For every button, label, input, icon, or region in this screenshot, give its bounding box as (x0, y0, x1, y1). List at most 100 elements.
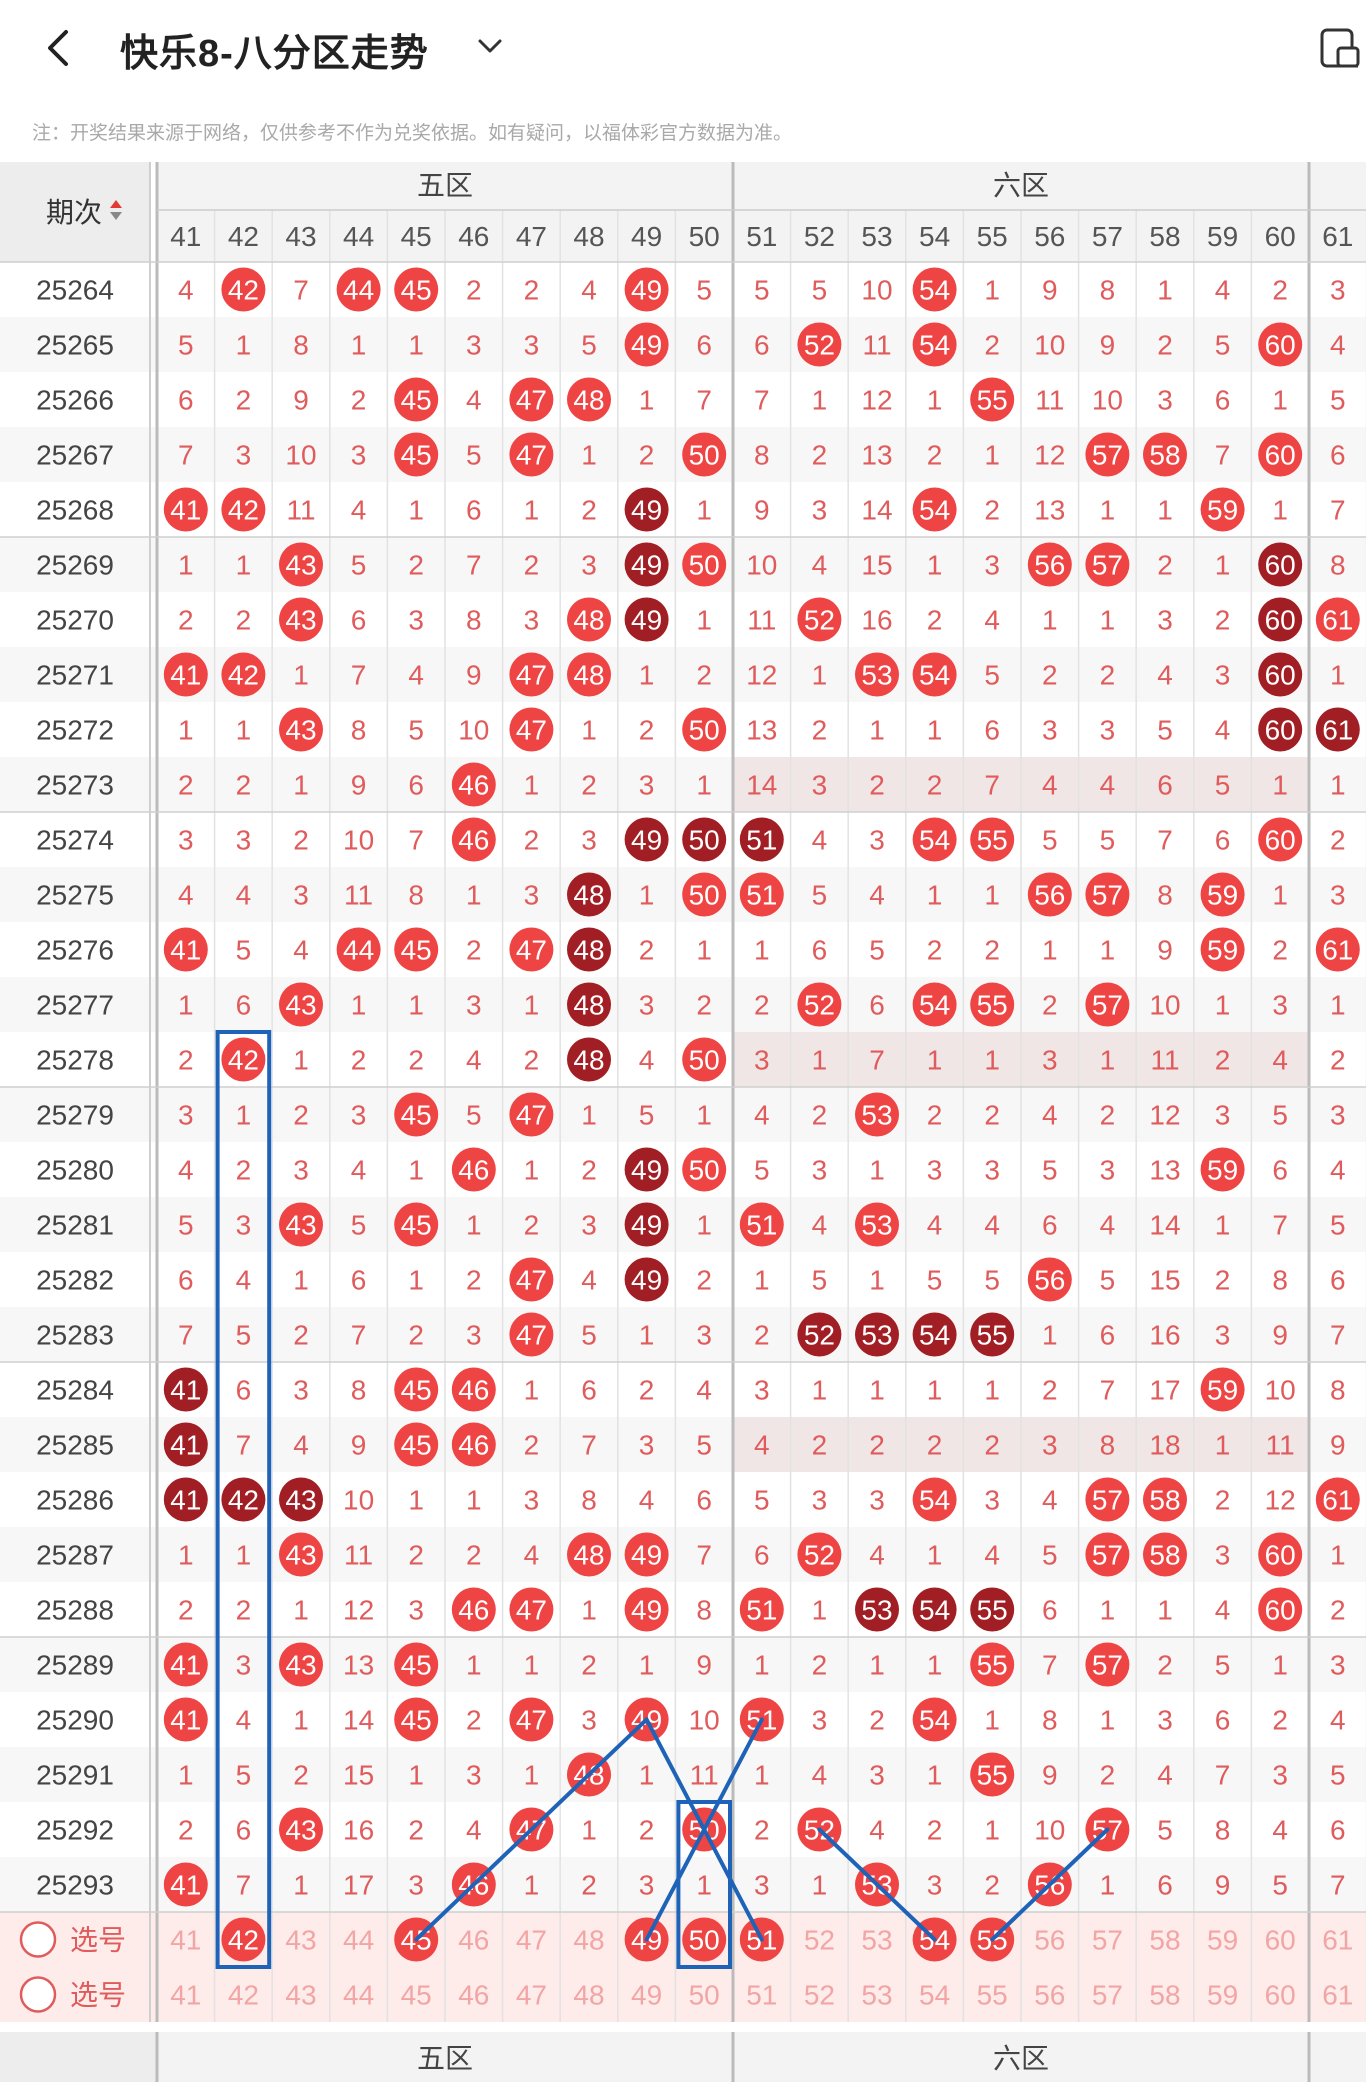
hit-ball (394, 267, 439, 312)
hit-ball (970, 817, 1015, 862)
select-number-option[interactable]: 50 (689, 1980, 720, 2011)
miss-count: 5 (351, 1210, 367, 1241)
select-number-option[interactable]: 49 (631, 1980, 662, 2011)
miss-count: 5 (1157, 1815, 1173, 1846)
rotate-screen-button[interactable] (1318, 26, 1362, 70)
select-number-option[interactable]: 61 (1322, 1925, 1353, 1956)
miss-count: 1 (812, 1595, 828, 1626)
back-button[interactable] (30, 18, 90, 78)
hit-number: 49 (631, 1595, 662, 1626)
hit-number: 41 (170, 1705, 201, 1736)
hit-ball (855, 652, 899, 697)
miss-count: 1 (696, 495, 712, 526)
select-number-option[interactable]: 44 (343, 1925, 374, 1956)
select-number-option[interactable]: 52 (804, 1980, 835, 2011)
period-number: 25278 (36, 1045, 114, 1076)
miss-count: 5 (812, 880, 828, 911)
hit-number: 57 (1092, 1485, 1123, 1516)
select-number-option[interactable]: 41 (170, 1980, 201, 2011)
hit-ball (451, 1587, 496, 1632)
select-number-option[interactable]: 48 (573, 1925, 604, 1956)
select-number-option[interactable]: 54 (919, 1980, 950, 2011)
select-number-option[interactable]: 43 (285, 1925, 316, 1956)
miss-count: 3 (927, 1870, 943, 1901)
select-row[interactable]: 选号 41 42 43 44 45 46 47 48 49 50 51 52 53 54 55 56 57 58 59… (19, 1976, 1353, 2013)
select-number-option[interactable]: 44 (343, 1980, 374, 2011)
select-number-option[interactable]: 56 (1034, 1980, 1065, 2011)
miss-count: 1 (1100, 605, 1116, 636)
miss-count: 3 (1330, 1650, 1346, 1681)
hit-number: 57 (1092, 990, 1123, 1021)
hit-number: 47 (516, 1705, 547, 1736)
hit-number: 50 (689, 550, 720, 581)
select-number-option[interactable]: 52 (804, 1925, 835, 1956)
select-number-option[interactable]: 59 (1207, 1925, 1238, 1956)
select-number-option[interactable]: 57 (1092, 1925, 1123, 1956)
miss-count: 8 (1100, 1430, 1116, 1461)
miss-count: 7 (581, 1430, 597, 1461)
column-number-header: 41 (170, 221, 201, 252)
select-number-option[interactable]: 60 (1265, 1925, 1296, 1956)
selected-ball[interactable] (682, 1917, 727, 1962)
select-number-option[interactable]: 53 (861, 1925, 892, 1956)
select-number-option[interactable]: 55 (977, 1980, 1008, 2011)
miss-count: 3 (466, 990, 482, 1021)
miss-count: 12 (343, 1595, 374, 1626)
select-number-option[interactable]: 46 (458, 1980, 489, 2011)
select-number-option[interactable]: 47 (516, 1980, 547, 2011)
hit-ball (624, 1257, 669, 1302)
miss-count: 2 (869, 1705, 885, 1736)
hit-number: 57 (1092, 440, 1123, 471)
select-radio[interactable] (19, 1921, 57, 1958)
select-number-option[interactable]: 48 (573, 1980, 604, 2011)
miss-count: 1 (524, 1870, 540, 1901)
select-number-option[interactable]: 58 (1149, 1980, 1180, 2011)
select-number-option[interactable]: 42 (228, 1980, 259, 2011)
hit-number: 59 (1207, 1375, 1238, 1406)
title-dropdown-button[interactable] (470, 30, 510, 62)
select-number-option[interactable]: 53 (861, 1980, 892, 2011)
select-number-option[interactable]: 56 (1034, 1925, 1065, 1956)
miss-count: 2 (984, 1430, 1000, 1461)
hit-ball (279, 1642, 323, 1687)
select-number-option[interactable]: 47 (516, 1925, 547, 1956)
hit-number: 41 (170, 1430, 201, 1461)
select-number-option[interactable]: 57 (1092, 1980, 1123, 2011)
select-number-option[interactable]: 61 (1322, 1980, 1353, 2011)
miss-count: 8 (1215, 1815, 1231, 1846)
select-number-option[interactable]: 45 (401, 1980, 432, 2011)
select-number-option[interactable]: 60 (1265, 1980, 1296, 2011)
select-label: 选号 (70, 1925, 126, 1956)
miss-count: 2 (524, 1045, 540, 1076)
miss-count: 11 (1035, 385, 1064, 416)
miss-count: 9 (1100, 330, 1116, 361)
selected-ball[interactable] (221, 1917, 266, 1962)
miss-count: 1 (236, 1100, 252, 1131)
select-number-option[interactable]: 51 (746, 1980, 777, 2011)
miss-count: 6 (1100, 1320, 1116, 1351)
miss-count: 1 (236, 715, 252, 746)
table-row: 25277 1 6 43 1 1 3 1 48 3 2 2 52 6 54 55 2 57 10 1 3 1 (36, 982, 1346, 1027)
miss-count: 3 (408, 605, 424, 636)
hit-number: 54 (919, 330, 950, 361)
miss-count: 2 (639, 1375, 655, 1406)
select-radio[interactable] (19, 1976, 57, 2013)
miss-count: 4 (178, 275, 194, 306)
miss-count: 4 (984, 605, 1000, 636)
select-number-option[interactable]: 59 (1207, 1980, 1238, 2011)
miss-count: 2 (178, 605, 194, 636)
hit-ball (163, 1422, 208, 1467)
select-number-option[interactable]: 41 (170, 1925, 201, 1956)
miss-count: 6 (466, 495, 482, 526)
select-number-option[interactable]: 43 (285, 1980, 316, 2011)
hit-ball (221, 652, 266, 697)
period-number: 25270 (36, 605, 114, 636)
sort-arrows-icon[interactable] (110, 200, 122, 220)
select-number-option[interactable]: 46 (458, 1925, 489, 1956)
miss-count: 11 (344, 880, 373, 911)
miss-count: 5 (927, 1265, 943, 1296)
hit-ball (1258, 707, 1303, 752)
hit-number: 49 (631, 605, 662, 636)
hit-number: 49 (631, 275, 662, 306)
select-number-option[interactable]: 58 (1149, 1925, 1180, 1956)
